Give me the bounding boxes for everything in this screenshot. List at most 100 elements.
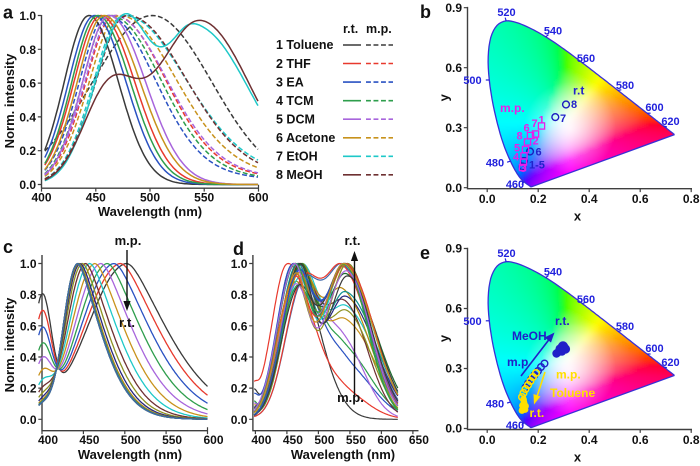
svg-text:0.0: 0.0 bbox=[19, 178, 36, 192]
svg-text:500: 500 bbox=[314, 433, 334, 447]
svg-text:0.8: 0.8 bbox=[231, 288, 248, 302]
svg-text:560: 560 bbox=[577, 53, 595, 65]
svg-text:0.4: 0.4 bbox=[581, 192, 598, 206]
svg-text:550: 550 bbox=[346, 433, 366, 447]
svg-text:r.t.: r.t. bbox=[555, 314, 570, 328]
svg-text:4 TCM: 4 TCM bbox=[276, 94, 314, 108]
svg-text:540: 540 bbox=[544, 26, 562, 38]
svg-text:0.2: 0.2 bbox=[530, 192, 547, 206]
svg-text:6: 6 bbox=[524, 123, 530, 135]
svg-text:620: 620 bbox=[661, 116, 679, 128]
svg-text:540: 540 bbox=[544, 266, 562, 278]
svg-text:0.9: 0.9 bbox=[445, 242, 462, 256]
svg-text:x: x bbox=[574, 450, 582, 465]
svg-text:600: 600 bbox=[645, 102, 663, 114]
svg-text:4: 4 bbox=[513, 152, 520, 164]
svg-text:7: 7 bbox=[560, 113, 566, 125]
svg-text:460: 460 bbox=[506, 420, 524, 432]
svg-text:450: 450 bbox=[283, 433, 303, 447]
svg-text:m.p.: m.p. bbox=[556, 368, 581, 382]
svg-text:MeOH: MeOH bbox=[512, 329, 547, 343]
svg-text:600: 600 bbox=[203, 433, 223, 447]
svg-text:r.t.: r.t. bbox=[530, 406, 545, 420]
svg-text:m.p.: m.p. bbox=[366, 22, 392, 36]
svg-text:0.4: 0.4 bbox=[231, 351, 248, 365]
svg-text:y: y bbox=[437, 334, 452, 342]
svg-text:8 MeOH: 8 MeOH bbox=[276, 168, 323, 182]
svg-text:e: e bbox=[420, 243, 430, 263]
svg-text:8: 8 bbox=[517, 131, 523, 143]
svg-text:480: 480 bbox=[486, 398, 504, 410]
svg-text:0.8: 0.8 bbox=[683, 433, 700, 447]
svg-text:550: 550 bbox=[194, 191, 214, 205]
svg-text:0.4: 0.4 bbox=[581, 433, 598, 447]
svg-text:Wavelength (nm): Wavelength (nm) bbox=[98, 204, 202, 219]
svg-text:460: 460 bbox=[506, 179, 524, 191]
svg-text:0.6: 0.6 bbox=[19, 77, 36, 91]
svg-text:1.0: 1.0 bbox=[20, 257, 37, 271]
svg-text:2: 2 bbox=[533, 136, 539, 148]
svg-text:m.p.: m.p. bbox=[500, 101, 525, 115]
svg-text:0.0: 0.0 bbox=[445, 422, 462, 436]
svg-text:1 Toluene: 1 Toluene bbox=[276, 38, 333, 52]
svg-text:r.t: r.t bbox=[573, 84, 584, 98]
svg-text:b: b bbox=[420, 2, 431, 22]
svg-text:400: 400 bbox=[31, 191, 51, 205]
svg-text:m.p.: m.p. bbox=[115, 233, 142, 248]
svg-text:600: 600 bbox=[377, 433, 397, 447]
svg-text:1.0: 1.0 bbox=[231, 257, 248, 271]
svg-text:1-5: 1-5 bbox=[529, 160, 545, 172]
svg-text:Toluene: Toluene bbox=[550, 386, 595, 400]
svg-text:m.p.: m.p. bbox=[337, 390, 364, 405]
svg-text:0.4: 0.4 bbox=[19, 110, 36, 124]
svg-text:d: d bbox=[233, 239, 244, 259]
svg-text:0.6: 0.6 bbox=[231, 319, 248, 333]
svg-text:y: y bbox=[437, 93, 452, 101]
svg-text:5 DCM: 5 DCM bbox=[276, 112, 315, 126]
svg-text:450: 450 bbox=[79, 433, 99, 447]
svg-text:1.0: 1.0 bbox=[19, 9, 36, 23]
svg-text:0.4: 0.4 bbox=[20, 351, 37, 365]
svg-text:0.8: 0.8 bbox=[683, 192, 700, 206]
svg-text:c: c bbox=[3, 237, 13, 257]
svg-text:550: 550 bbox=[162, 433, 182, 447]
svg-text:0.3: 0.3 bbox=[445, 362, 462, 376]
svg-text:7: 7 bbox=[532, 118, 538, 130]
svg-text:500: 500 bbox=[121, 433, 141, 447]
svg-text:0.6: 0.6 bbox=[20, 319, 37, 333]
svg-text:600: 600 bbox=[248, 191, 268, 205]
svg-text:Norm. intensity: Norm. intensity bbox=[2, 297, 17, 392]
svg-text:m.p: m.p bbox=[507, 355, 528, 369]
svg-text:Wavelength (nm): Wavelength (nm) bbox=[291, 447, 395, 462]
svg-text:500: 500 bbox=[463, 75, 481, 87]
svg-text:480: 480 bbox=[486, 158, 504, 170]
svg-text:1: 1 bbox=[539, 115, 545, 127]
svg-text:520: 520 bbox=[497, 248, 515, 260]
svg-text:3: 3 bbox=[520, 163, 526, 175]
svg-text:0.0: 0.0 bbox=[20, 413, 37, 427]
svg-text:8: 8 bbox=[571, 99, 577, 111]
svg-text:0.0: 0.0 bbox=[479, 192, 496, 206]
svg-text:0.0: 0.0 bbox=[445, 181, 462, 195]
svg-text:0.6: 0.6 bbox=[445, 302, 462, 316]
svg-text:400: 400 bbox=[38, 433, 58, 447]
svg-text:0.9: 0.9 bbox=[445, 1, 462, 15]
svg-text:580: 580 bbox=[616, 80, 634, 92]
svg-text:650: 650 bbox=[409, 433, 429, 447]
svg-text:Wavelength (nm): Wavelength (nm) bbox=[78, 447, 182, 462]
svg-text:r.t.: r.t. bbox=[119, 315, 135, 330]
svg-text:620: 620 bbox=[661, 357, 679, 369]
svg-text:0.8: 0.8 bbox=[20, 288, 37, 302]
svg-text:0.6: 0.6 bbox=[445, 61, 462, 75]
svg-text:3 EA: 3 EA bbox=[276, 75, 304, 89]
svg-text:500: 500 bbox=[463, 316, 481, 328]
svg-text:520: 520 bbox=[497, 7, 515, 19]
svg-text:600: 600 bbox=[645, 343, 663, 355]
svg-text:0.2: 0.2 bbox=[530, 433, 547, 447]
svg-text:0.0: 0.0 bbox=[231, 413, 248, 427]
svg-text:0.6: 0.6 bbox=[632, 192, 649, 206]
svg-text:0.2: 0.2 bbox=[20, 382, 37, 396]
svg-text:580: 580 bbox=[616, 321, 634, 333]
svg-text:6 Acetone: 6 Acetone bbox=[276, 131, 335, 145]
svg-text:x: x bbox=[574, 209, 582, 224]
